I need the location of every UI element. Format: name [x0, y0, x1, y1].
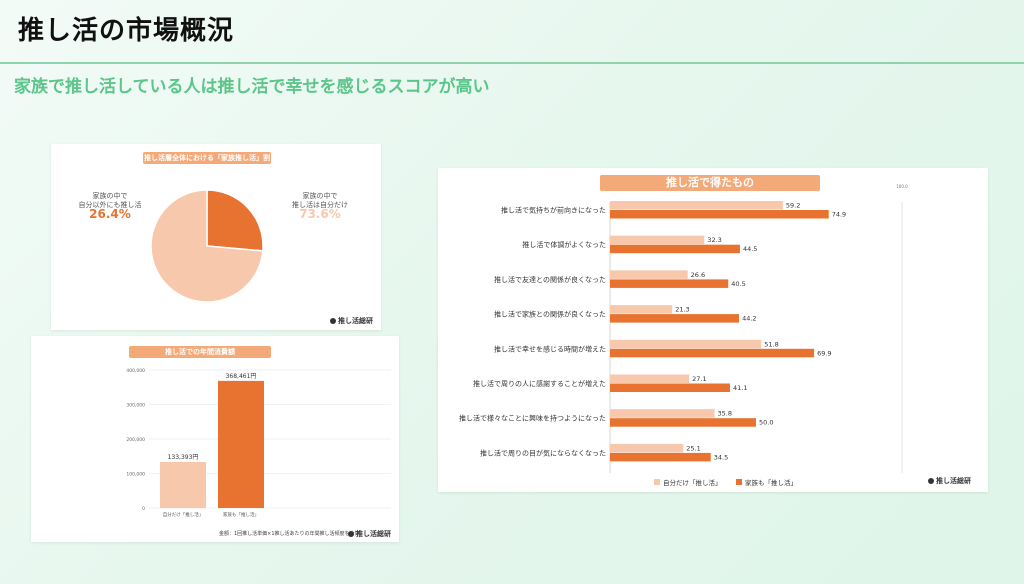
pie-card-logo: 推し活総研	[330, 316, 373, 326]
hbar-bar	[610, 418, 756, 427]
logo-text: 推し活総研	[338, 317, 373, 325]
hbar-bar	[610, 339, 762, 349]
hbar-value-label: 21.3	[675, 306, 689, 314]
legend-swatch	[736, 479, 742, 485]
x-top-tick: 100.0	[896, 184, 908, 189]
hbar-bar	[610, 305, 673, 314]
y-tick-label: 100,000	[126, 472, 145, 478]
column-chart-title: 推し活での年間消費額	[129, 346, 271, 358]
hbar-value-label: 34.5	[714, 453, 728, 461]
column-bar	[218, 380, 264, 508]
category-label: 推し活で様々なことに興味を持つようになった	[459, 414, 606, 423]
hbar-bar	[610, 383, 731, 392]
column-card-logo: 推し活総研	[348, 529, 391, 539]
category-label: 推し活で体調がよくなった	[522, 240, 606, 249]
hbar-chart: 100.0 推し活で気持ちが前向きになった 59.2 74.9 推し活で体調がよくなった…	[459, 184, 908, 487]
column-chart-note: 金額：1回推し活単価×1推し活あたりの年間推し活頻度を合算	[219, 531, 360, 537]
column-bar	[160, 461, 206, 508]
logo-mark-icon	[330, 318, 336, 324]
hbar-bar	[610, 235, 705, 245]
legend-swatch	[654, 479, 660, 485]
logo-mark-icon	[928, 478, 934, 484]
hbar-value-label: 25.1	[686, 444, 700, 452]
hbar-value-label: 44.2	[742, 315, 756, 323]
pie-left-label: 家族の中で 自分以外にも推し活 26.4%	[65, 192, 155, 221]
column-value-label: 133,393円	[168, 454, 199, 461]
hbar-value-label: 74.9	[832, 211, 846, 219]
hbar-bar	[610, 244, 740, 254]
page-title: 推し活の市場概況	[18, 16, 235, 46]
legend-label: 自分だけ「推し活」	[663, 478, 722, 487]
hbar-bar	[610, 348, 815, 358]
hbar-value-label: 35.8	[718, 410, 732, 418]
title-divider	[0, 62, 1024, 64]
pie-chart-title: 推し活層全体における「家族推し活」割合	[143, 152, 271, 174]
pie-chart-card: 推し活層全体における「家族推し活」割合 家族の中で 自分以外にも推し活 26.4…	[51, 144, 381, 330]
hbar-chart-title: 推し活で得たもの	[600, 175, 820, 191]
column-chart: 0 100,000 200,000 300,000 400,000 133,393円自分だ…	[126, 368, 391, 518]
hbar-value-label: 26.6	[691, 271, 705, 279]
category-label: 推し活で友達との関係が良くなった	[494, 275, 606, 284]
hbar-bar	[610, 210, 829, 219]
hbar-value-label: 27.1	[692, 375, 706, 383]
hbar-value-label: 50.0	[759, 419, 773, 427]
hbar-chart-card: 推し活で得たもの 100.0 推し活で気持ちが前向きになった 59.2 74.9 推し活…	[438, 168, 988, 492]
hbar-value-label: 44.5	[743, 245, 757, 253]
pie-left-label-line2: 自分以外にも推し活	[78, 201, 142, 209]
logo-text: 推し活総研	[936, 477, 971, 485]
pie-right-label-line1: 家族の中で	[302, 192, 338, 200]
pie-right-label: 家族の中で 推し活は自分だけ 73.6%	[275, 192, 365, 221]
y-tick-label: 200,000	[126, 437, 145, 443]
hbar-bar	[610, 201, 783, 210]
hbar-value-label: 32.3	[707, 236, 721, 244]
hbar-value-label: 51.8	[764, 340, 778, 348]
hbar-bar	[610, 270, 688, 279]
category-label: 推し活で周りの人に感謝することが増えた	[473, 379, 606, 388]
category-label: 推し活で幸せを感じる時間が増えた	[494, 344, 606, 353]
hbar-bar	[610, 409, 715, 418]
y-tick-label: 0	[142, 506, 145, 512]
pie-right-pct: 73.6%	[299, 207, 341, 221]
category-label: 推し活で家族との関係が良くなった	[494, 310, 606, 319]
logo-mark-icon	[348, 531, 354, 537]
hbar-bar	[610, 374, 690, 383]
hbar-card-logo: 推し活総研	[928, 476, 971, 486]
hbar-value-label: 41.1	[733, 384, 747, 392]
page-subtitle: 家族で推し活している人は推し活で幸せを感じるスコアが高い	[14, 77, 490, 97]
column-value-label: 368,461円	[226, 373, 257, 380]
hbar-value-label: 69.9	[817, 349, 831, 357]
pie-left-pct: 26.4%	[89, 207, 131, 221]
pie-slice	[150, 189, 264, 303]
x-category-label: 自分だけ「推し活」	[163, 511, 204, 518]
pie-right-label-line2: 推し活は自分だけ	[292, 201, 348, 209]
y-tick-label: 400,000	[126, 368, 145, 374]
hbar-bar	[610, 443, 684, 453]
hbar-bar	[610, 314, 740, 323]
logo-text: 推し活総研	[356, 530, 391, 538]
pie-left-label-line1: 家族の中で	[92, 192, 128, 200]
legend-label: 家族も「推し活」	[745, 478, 797, 487]
x-category-label: 家族も「推し活」	[223, 511, 259, 518]
hbar-value-label: 40.5	[731, 280, 745, 288]
hbar-bar	[610, 279, 729, 288]
hbar-value-label: 59.2	[786, 202, 800, 210]
pie-slice	[206, 189, 264, 252]
column-chart-card: 推し活での年間消費額 0 100,000 200,000 300,000 400,000…	[31, 336, 399, 542]
category-label: 推し活で気持ちが前向きになった	[501, 206, 606, 215]
pie-chart	[150, 189, 264, 303]
y-tick-label: 300,000	[126, 403, 145, 409]
category-label: 推し活で周りの目が気にならなくなった	[480, 448, 606, 457]
hbar-bar	[610, 452, 711, 462]
